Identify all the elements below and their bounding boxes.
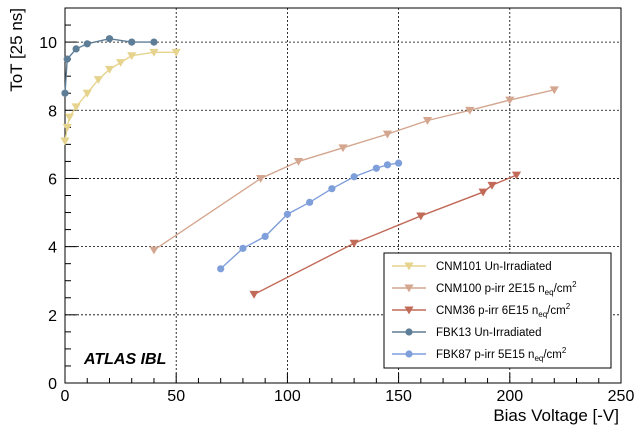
data-point-1-2 (293, 157, 304, 166)
data-point-4-2 (261, 232, 269, 241)
legend-label-3: FBK13 Un-Irradiated (436, 327, 541, 339)
data-point-2-2 (416, 212, 426, 221)
data-point-2-0 (249, 290, 259, 299)
data-point-1-5 (422, 117, 433, 125)
data-point-4-9 (395, 159, 403, 167)
data-point-1-4 (382, 130, 393, 139)
x-tick-label-1: 50 (167, 388, 185, 405)
data-point-0-7 (116, 59, 126, 67)
legend-marker-4 (405, 350, 413, 358)
data-point-0-9 (149, 48, 159, 57)
legend-label-sub-1: eq (545, 288, 554, 297)
legend-label-2: CNM36 p-irr 6E15 neq/cm2 (436, 302, 571, 319)
data-point-0-8 (127, 52, 137, 61)
legend-label-1: CNM100 p-irr 2E15 neq/cm2 (436, 280, 577, 297)
legend-label-main-2: CNM36 p-irr 6E15 n (436, 305, 538, 317)
series-line-2 (253, 174, 517, 295)
legend-label-main-3: FBK13 Un-Irradiated (436, 327, 541, 339)
data-point-0-2 (64, 113, 75, 122)
legend-label-tail-2: /cm (547, 305, 566, 317)
x-tick-label-3: 150 (385, 388, 412, 405)
legend-marker-1 (404, 284, 414, 293)
legend-label-main-4: FBK87 p-irr 5E15 n (436, 349, 534, 361)
data-point-1-0 (149, 246, 159, 255)
series-layer (60, 35, 559, 299)
legend-label-sub-4: eq (534, 354, 543, 363)
data-point-4-0 (217, 265, 225, 273)
y-tick-label-0: 0 (48, 376, 57, 393)
data-point-0-3 (71, 103, 81, 112)
y-tick-label-5: 10 (39, 35, 57, 52)
data-point-3-3 (83, 40, 91, 48)
legend-label-sup-1: 2 (572, 280, 577, 289)
data-point-1-3 (338, 144, 348, 153)
data-point-2-3 (478, 188, 488, 197)
x-tick-label-0: 0 (61, 388, 70, 405)
data-point-2-5 (511, 171, 522, 180)
y-tick-label-4: 8 (48, 103, 57, 120)
data-point-4-6 (350, 173, 358, 181)
annotation-atlas-ibl: ATLAS IBL (83, 351, 166, 368)
y-axis-title: ToT [25 ns] (7, 8, 26, 92)
series-line-4 (220, 162, 399, 270)
data-point-3-0 (61, 89, 69, 97)
data-point-4-5 (328, 185, 336, 193)
data-point-4-8 (383, 161, 392, 169)
legend-label-sup-4: 2 (562, 346, 567, 355)
data-point-2-4 (487, 181, 497, 190)
data-point-2-1 (349, 239, 359, 248)
axis-ticks: 0 50 100 150 200 250 0 2 4 6 8 10 (39, 24, 635, 405)
series-4 (217, 159, 403, 273)
data-point-0-1 (62, 123, 72, 132)
y-tick-label-1: 2 (48, 308, 57, 325)
x-tick-label-4: 200 (496, 388, 523, 405)
y-tick-label-2: 4 (48, 240, 57, 257)
data-point-1-6 (465, 106, 475, 115)
data-point-0-10 (171, 48, 181, 57)
legend-label-tail-4: /cm (543, 349, 562, 361)
data-point-3-5 (128, 38, 136, 46)
data-point-4-1 (239, 244, 247, 252)
x-tick-label-5: 250 (608, 388, 635, 405)
legend-marker-0 (404, 262, 414, 271)
series-0 (60, 48, 181, 146)
data-point-3-4 (105, 35, 114, 43)
legend-marker-2 (404, 306, 414, 315)
data-point-0-4 (82, 89, 92, 98)
x-axis-title: Bias Voltage [-V] (493, 406, 619, 425)
data-point-1-8 (549, 86, 559, 95)
data-point-0-6 (104, 65, 115, 74)
y-tick-label-3: 6 (48, 171, 57, 188)
data-point-0-5 (93, 76, 103, 84)
legend-label-4: FBK87 p-irr 5E15 neq/cm2 (436, 346, 567, 363)
data-point-3-2 (72, 45, 80, 53)
legend-marker-3 (405, 328, 413, 336)
data-point-1-7 (505, 96, 515, 105)
series-2 (249, 171, 522, 299)
data-point-3-1 (63, 55, 71, 63)
series-3 (61, 35, 158, 97)
data-point-1-1 (256, 175, 266, 183)
data-point-4-3 (283, 210, 291, 218)
data-point-4-7 (372, 164, 380, 172)
data-point-0-0 (60, 137, 70, 146)
legend-label-main-1: CNM100 p-irr 2E15 n (436, 283, 545, 295)
legend-label-tail-1: /cm (554, 283, 573, 295)
legend-label-sup-2: 2 (566, 302, 571, 311)
legend-label-sub-2: eq (538, 310, 547, 319)
data-point-3-6 (150, 38, 158, 46)
series-1 (149, 86, 559, 255)
legend-label-main-0: CNM101 Un-Irradiated (436, 261, 552, 273)
x-tick-label-2: 100 (274, 388, 301, 405)
data-point-4-4 (306, 198, 314, 206)
legend-label-0: CNM101 Un-Irradiated (436, 261, 552, 273)
